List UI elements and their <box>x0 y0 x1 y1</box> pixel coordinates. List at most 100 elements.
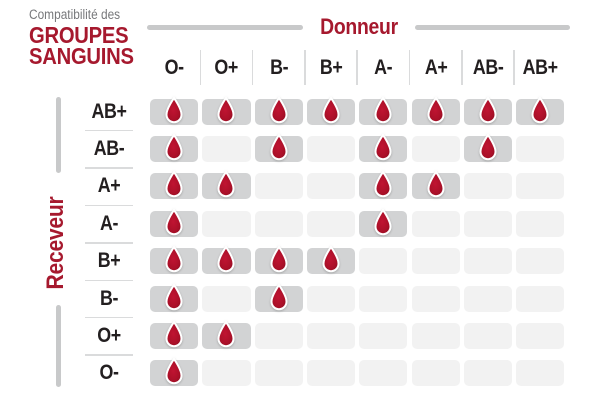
grid-cell-b--from-b+ <box>306 285 356 312</box>
grid-cell-ab+-from-b+ <box>306 96 356 125</box>
grid-cell-a+-from-b- <box>254 173 303 200</box>
receiver-axis-label: Receveur <box>42 196 69 290</box>
column-divider <box>304 50 306 85</box>
grid-cell-o--from-a- <box>359 360 408 387</box>
grid-cell-ab--from-b+ <box>306 135 356 162</box>
blood-drop-icon <box>270 133 288 161</box>
row-label-a+: A+ <box>97 174 121 198</box>
grid-cell-a+-from-o+ <box>202 171 251 200</box>
grid-cell-b+-from-o- <box>150 246 199 275</box>
receiver-axis-line-bottom <box>56 305 61 387</box>
blood-drop-icon <box>165 171 183 198</box>
row-label-ab+: AB+ <box>91 99 127 123</box>
grid-cell-b--from-b- <box>254 283 303 312</box>
row-divider <box>85 242 133 244</box>
grid-cell-a--from-o+ <box>202 210 251 237</box>
blood-drop-icon <box>270 246 288 273</box>
grid-cell-b--from-o+ <box>202 285 251 312</box>
row-label-o-: O- <box>99 361 119 385</box>
grid-cell-ab+-from-ab- <box>463 96 513 125</box>
row-label-ab-: AB- <box>93 136 125 160</box>
row-label-o+: O+ <box>97 323 121 347</box>
grid-cell-o--from-b+ <box>306 360 356 387</box>
blood-drop-icon <box>165 133 183 161</box>
grid-cell-a+-from-o- <box>150 171 199 200</box>
grid-cell-b+-from-o+ <box>202 246 251 275</box>
column-header-a-: A- <box>374 56 393 79</box>
row-divider <box>85 129 133 132</box>
grid-cell-ab+-from-o+ <box>202 96 251 125</box>
grid-cell-ab--from-o+ <box>202 135 251 162</box>
blood-drop-icon <box>217 171 235 198</box>
grid-cell-o+-from-ab+ <box>516 322 565 349</box>
grid-cell-a--from-b- <box>254 210 303 237</box>
grid-cell-o+-from-a- <box>359 322 408 349</box>
column-header-ab-: AB- <box>472 56 504 79</box>
blood-drop-icon <box>322 246 340 273</box>
grid-cell-ab+-from-ab+ <box>516 96 565 125</box>
blood-drop-icon <box>165 208 183 235</box>
column-header-o-: O- <box>164 56 184 79</box>
grid-cell-b+-from-b- <box>254 246 303 275</box>
receiver-axis-line-top <box>56 97 61 173</box>
grid-cell-o+-from-o+ <box>202 320 251 349</box>
row-label-b-: B- <box>99 286 118 310</box>
grid-cell-ab+-from-a+ <box>411 96 460 125</box>
row-label-a-: A- <box>99 211 118 235</box>
blood-drop-icon <box>270 283 288 310</box>
blood-drop-icon <box>479 133 497 161</box>
blood-drop-icon <box>374 133 392 161</box>
blood-drop-icon <box>374 171 392 198</box>
grid-cell-o--from-o- <box>150 358 199 387</box>
grid-cell-ab+-from-a- <box>359 96 408 125</box>
grid-cell-ab--from-b- <box>254 133 303 162</box>
grid-cell-a--from-b+ <box>306 210 356 237</box>
column-header-o+: O+ <box>214 56 239 79</box>
column-divider <box>408 50 411 85</box>
grid-cell-ab--from-ab+ <box>516 135 565 162</box>
grid-cell-o+-from-b- <box>254 322 303 349</box>
row-divider <box>85 316 133 319</box>
donor-axis-line-right <box>415 25 570 30</box>
grid-cell-b+-from-ab+ <box>516 248 565 275</box>
page-title: GROUPES SANGUINS <box>29 24 134 68</box>
grid-cell-a+-from-a- <box>359 171 408 200</box>
donor-axis-label: Donneur <box>320 14 398 39</box>
column-divider <box>251 50 254 85</box>
grid-cell-o--from-b- <box>254 360 303 387</box>
column-divider <box>513 50 515 85</box>
grid-cell-o--from-o+ <box>202 360 251 387</box>
blood-drop-icon <box>427 96 444 123</box>
blood-drop-icon <box>165 320 183 348</box>
grid-cell-ab--from-ab- <box>463 133 513 162</box>
grid-cell-o+-from-a+ <box>411 322 460 349</box>
grid-cell-b+-from-a+ <box>411 248 460 275</box>
grid-cell-o+-from-b+ <box>306 322 356 349</box>
donor-axis-line-left <box>147 25 303 30</box>
grid-cell-ab--from-a- <box>359 133 408 162</box>
grid-cell-o+-from-o- <box>150 320 199 349</box>
blood-drop-icon <box>165 283 183 310</box>
grid-cell-o--from-ab+ <box>516 360 565 387</box>
row-divider <box>85 279 133 281</box>
grid-cell-a--from-a- <box>359 208 408 237</box>
grid-cell-b+-from-ab- <box>463 248 513 275</box>
blood-drop-icon <box>322 96 340 123</box>
grid-cell-ab--from-a+ <box>411 135 460 162</box>
blood-drop-icon <box>374 208 392 235</box>
column-divider <box>356 50 358 85</box>
grid-cell-b--from-a+ <box>411 285 460 312</box>
blood-drop-icon <box>217 246 235 273</box>
row-divider <box>85 167 133 169</box>
grid-cell-a+-from-b+ <box>306 173 356 200</box>
blood-drop-icon <box>427 171 444 198</box>
column-header-a+: A+ <box>424 56 447 79</box>
grid-cell-a--from-a+ <box>411 210 460 237</box>
grid-cell-a--from-ab+ <box>516 210 565 237</box>
blood-drop-icon <box>217 96 235 123</box>
grid-cell-ab--from-o- <box>150 133 199 162</box>
grid-cell-b+-from-a- <box>359 248 408 275</box>
blood-drop-icon <box>165 246 183 273</box>
row-divider <box>85 354 133 356</box>
grid-cell-b+-from-b+ <box>306 246 356 275</box>
